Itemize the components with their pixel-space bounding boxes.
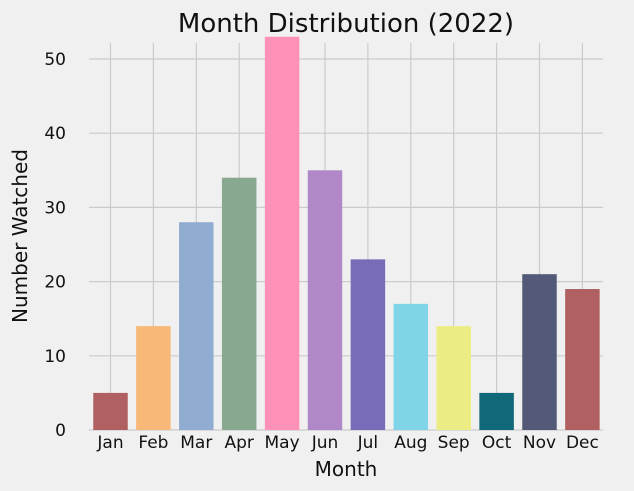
bar-aug (393, 303, 429, 430)
x-tick-label: Oct (482, 433, 512, 453)
x-tick-label: Aug (394, 433, 427, 453)
y-tick-label: 50 (44, 50, 66, 70)
y-tick-label: 20 (44, 273, 66, 293)
x-tick-label: Mar (180, 433, 212, 453)
x-tick-label: Apr (224, 433, 253, 453)
x-tick-label: Dec (566, 433, 599, 453)
bar-oct (479, 392, 514, 430)
bar-feb (136, 326, 171, 430)
chart-title: Month Distribution (2022) (178, 9, 514, 39)
x-tick-label: Feb (138, 433, 168, 453)
bar-may (264, 36, 300, 431)
y-tick-label: 30 (44, 198, 66, 218)
x-ticks: Jan Feb Mar Apr May Jun Jul Aug Sep Oct Nov Dec (96, 433, 598, 453)
bar-dec (565, 289, 600, 430)
x-tick-label: Nov (523, 433, 556, 453)
y-tick-label: 0 (55, 421, 66, 441)
y-tick-label: 40 (44, 124, 66, 144)
x-tick-label: Jul (357, 433, 379, 453)
x-tick-label: May (265, 433, 300, 453)
x-axis-label: Month (315, 457, 378, 481)
x-tick-label: Jan (96, 433, 123, 453)
bar-apr (221, 177, 257, 430)
y-axis-label: Number Watched (8, 149, 32, 323)
y-tick-label: 10 (44, 347, 66, 367)
bar-jun (307, 170, 343, 431)
bar-mar (179, 222, 214, 430)
bar-sep (436, 326, 471, 430)
y-ticks: 0 10 20 30 40 50 (44, 50, 66, 441)
x-tick-label: Sep (438, 433, 470, 453)
bars (93, 36, 600, 431)
bar-nov (522, 274, 557, 430)
x-tick-label: Jun (311, 433, 339, 453)
bar-jan (93, 392, 128, 430)
bar-jul (350, 259, 386, 430)
